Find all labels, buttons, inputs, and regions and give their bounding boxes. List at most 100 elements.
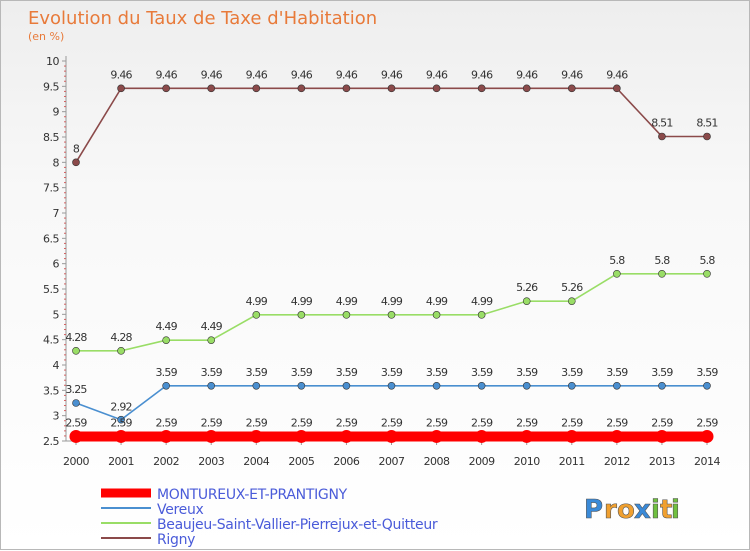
data-label: 5.26	[516, 281, 538, 294]
x-tick-label: 2010	[514, 455, 540, 468]
data-label: 3.59	[516, 366, 538, 379]
data-point	[658, 132, 666, 141]
data-label: 5.8	[609, 254, 625, 267]
data-label: 4.28	[65, 331, 87, 344]
data-point	[522, 381, 531, 390]
data-label: 2.59	[110, 416, 132, 429]
data-label: 3.59	[291, 366, 313, 379]
chart-title: Evolution du Taux de Taxe d'Habitation	[28, 8, 377, 29]
data-point	[204, 429, 218, 443]
y-tick-label: 9.5	[43, 80, 59, 93]
data-label: 2.59	[516, 416, 538, 429]
data-point	[162, 381, 170, 390]
data-label: 9.46	[381, 68, 403, 81]
series-1: 3.25 2.92 3.59 3.59 3.59 3.59 3.59 3.59 3.59 3.59…	[65, 366, 719, 424]
x-tick-label: 2002	[153, 455, 179, 468]
data-label: 9.46	[246, 68, 268, 81]
x-tick-label: 2005	[288, 455, 314, 468]
data-label: 2.59	[381, 416, 403, 429]
data-point	[567, 381, 576, 390]
data-point	[162, 336, 170, 344]
data-label: 2.59	[561, 416, 583, 429]
data-point	[522, 84, 531, 93]
x-tick-label: 2008	[424, 455, 450, 468]
data-label: 9.46	[561, 68, 583, 81]
data-label: 9.46	[201, 68, 223, 81]
data-point	[703, 132, 711, 141]
data-label: 4.99	[246, 295, 268, 308]
data-label: 2.59	[291, 416, 313, 429]
data-point	[249, 429, 263, 443]
data-label: 4.49	[155, 320, 177, 333]
data-point	[207, 336, 216, 344]
data-label: 2.59	[336, 416, 358, 429]
data-label: 4.99	[471, 295, 493, 308]
data-label: 2.59	[201, 416, 223, 429]
data-label: 2.59	[155, 416, 177, 429]
legend-label: Rigny	[157, 532, 195, 548]
data-label: 3.59	[155, 366, 177, 379]
data-point	[565, 429, 579, 443]
data-label: 2.59	[696, 416, 718, 429]
logo-letter: i	[671, 495, 680, 525]
data-point	[252, 311, 261, 319]
logo-letter: r	[604, 495, 617, 525]
data-label: 5.26	[561, 281, 583, 294]
data-point	[432, 84, 441, 93]
data-point	[252, 84, 261, 93]
y-tick-label: 4	[53, 359, 60, 372]
y-tick-label: 7.5	[43, 182, 59, 195]
data-label: 3.59	[336, 366, 358, 379]
data-label: 9.46	[336, 68, 358, 81]
data-point	[522, 297, 531, 305]
data-label: 2.59	[471, 416, 493, 429]
data-point	[567, 84, 576, 93]
series-line	[75, 384, 707, 421]
data-label: 4.99	[426, 295, 448, 308]
logo-letter: o	[617, 495, 635, 525]
x-tick-label: 2006	[333, 455, 359, 468]
data-point	[117, 84, 125, 93]
data-point	[430, 429, 444, 443]
data-point	[207, 84, 216, 93]
logo-letter: P	[584, 495, 603, 525]
data-point	[520, 429, 534, 443]
data-label: 9.46	[291, 68, 313, 81]
logo-letter: x	[634, 495, 651, 525]
data-point	[207, 381, 216, 390]
series-0: 2.59 2.59 2.59 2.59 2.59 2.59 2.59 2.59 2.59 2.59…	[65, 416, 719, 443]
data-point	[432, 381, 441, 390]
data-point	[69, 429, 83, 443]
legend-label: Beaujeu-Saint-Vallier-Pierrejux-et-Quitt…	[157, 517, 438, 533]
data-label: 4.99	[381, 295, 403, 308]
y-tick-label: 8	[53, 156, 60, 169]
legend-label: Vereux	[157, 502, 204, 518]
data-point	[477, 381, 486, 390]
data-point	[703, 381, 711, 390]
data-point	[72, 399, 80, 407]
data-point	[342, 381, 351, 390]
data-point	[387, 84, 396, 93]
data-point	[567, 297, 576, 305]
data-point	[252, 381, 261, 390]
legend: MONTUREUX-ET-PRANTIGNYVereuxBeaujeu-Sain…	[101, 487, 438, 548]
data-label: 8	[73, 142, 80, 155]
data-point	[700, 429, 714, 443]
chart-subtitle: (en %)	[28, 30, 64, 43]
data-label: 3.59	[651, 366, 673, 379]
data-label: 2.59	[606, 416, 628, 429]
y-tick-label: 8.5	[43, 131, 59, 144]
data-label: 9.46	[426, 68, 448, 81]
data-point	[339, 429, 353, 443]
x-tick-label: 2011	[559, 455, 585, 468]
data-point	[297, 381, 306, 390]
data-point	[387, 311, 396, 319]
data-point	[655, 429, 669, 443]
data-label: 8.51	[696, 116, 717, 129]
axes: 2.5 3 3.5 4 4.5 5 5.5 6 6.5 7 7.5 8 8.5 9 9.5 10 2000 200…	[43, 55, 721, 468]
data-point	[477, 84, 486, 93]
data-label: 3.59	[606, 366, 628, 379]
data-label: 4.28	[110, 331, 132, 344]
y-tick-label: 5.5	[43, 283, 59, 296]
